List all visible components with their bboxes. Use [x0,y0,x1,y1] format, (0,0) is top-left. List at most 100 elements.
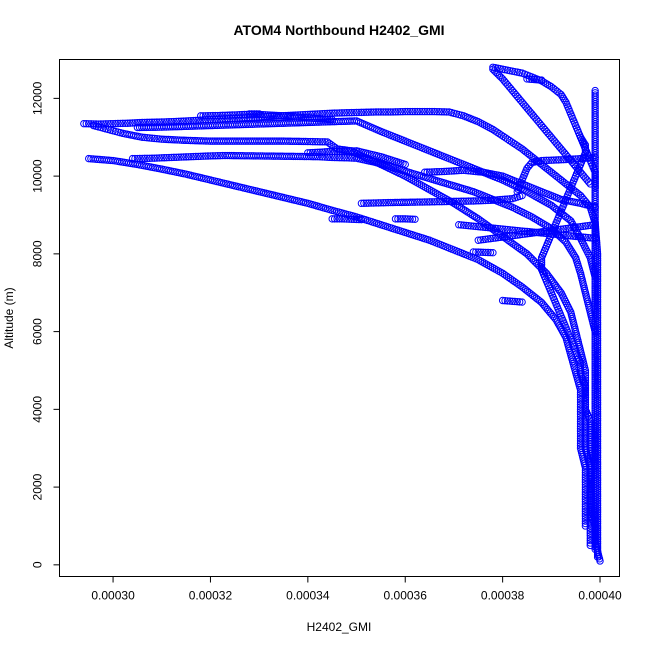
data-point [537,261,546,269]
data-point [576,442,585,450]
y-tick-label: 0 [31,561,45,568]
data-point [204,112,212,120]
data-point [586,468,594,477]
data-point [581,396,590,404]
data-point [580,139,588,147]
data-point [581,512,590,520]
data-point [474,236,482,244]
data-point [218,111,227,120]
data-point [477,236,485,244]
data-point [489,248,497,257]
data-point [586,498,594,507]
data-point [206,111,215,120]
data-point [474,197,482,205]
data-point [479,196,487,205]
data-point [192,116,200,125]
data-point [581,400,590,409]
data-point [574,232,582,241]
data-point [579,233,587,241]
data-point [145,134,154,142]
data-point [321,138,329,146]
data-point [340,109,349,117]
data-point [175,153,183,161]
data-point [570,252,579,260]
data-point [472,222,480,231]
data-point [528,75,536,84]
data-point [586,480,594,488]
data-point [425,107,434,116]
data-point [542,156,551,165]
data-point [586,438,594,446]
data-point [591,538,599,546]
data-point [355,108,363,117]
data-point [379,108,388,116]
data-point [564,231,573,240]
data-point [386,108,395,116]
data-point [576,434,585,443]
data-point [576,417,585,426]
data-point [459,166,468,174]
data-point [576,363,585,372]
data-point [394,108,402,116]
data-point [581,391,590,400]
data-point [494,233,502,242]
data-point [477,197,485,205]
data-point [591,526,599,535]
data-point [506,297,514,305]
data-point [201,152,210,160]
data-point [197,152,205,160]
data-point [552,156,560,164]
data-point [586,447,594,456]
data-point [418,198,426,206]
data-point [477,168,485,176]
data-point [472,167,480,176]
data-point [511,231,519,240]
data-point [131,154,139,163]
data-point [194,116,202,124]
data-point [530,214,538,222]
data-point [355,215,363,224]
data-point [554,156,563,164]
data-point [484,223,492,232]
data-point [578,135,586,143]
data-point [365,108,373,116]
data-point [216,151,224,160]
data-point [445,167,453,175]
data-point [450,197,458,206]
data-point [141,133,149,142]
data-point [445,197,453,206]
data-point [511,297,519,306]
x-axis-label: H2402_GMI [307,620,372,634]
data-point [528,229,536,237]
data-point [506,232,514,240]
data-point [586,482,594,491]
data-point [211,152,220,160]
data-point [586,461,594,470]
data-point [472,197,480,205]
data-point [177,153,185,161]
data-point [318,109,327,118]
data-point [586,456,594,465]
data-point [591,531,599,539]
data-point [350,154,358,162]
data-point [372,108,380,116]
data-point [228,111,237,119]
data-point [464,197,473,205]
y-tick-label: 4000 [31,396,45,423]
data-point [586,508,594,516]
data-point [438,167,446,176]
data-point [172,153,181,161]
data-point [416,198,424,206]
data-point [384,108,392,116]
data-point [316,148,324,156]
data-point [559,225,568,233]
data-point [468,211,477,219]
data-point [403,215,412,223]
data-point [496,233,504,242]
data-point [462,221,470,230]
data-point [425,198,434,206]
data-point [491,196,500,204]
data-point [330,147,339,156]
data-point [581,488,590,496]
data-point [498,195,507,204]
